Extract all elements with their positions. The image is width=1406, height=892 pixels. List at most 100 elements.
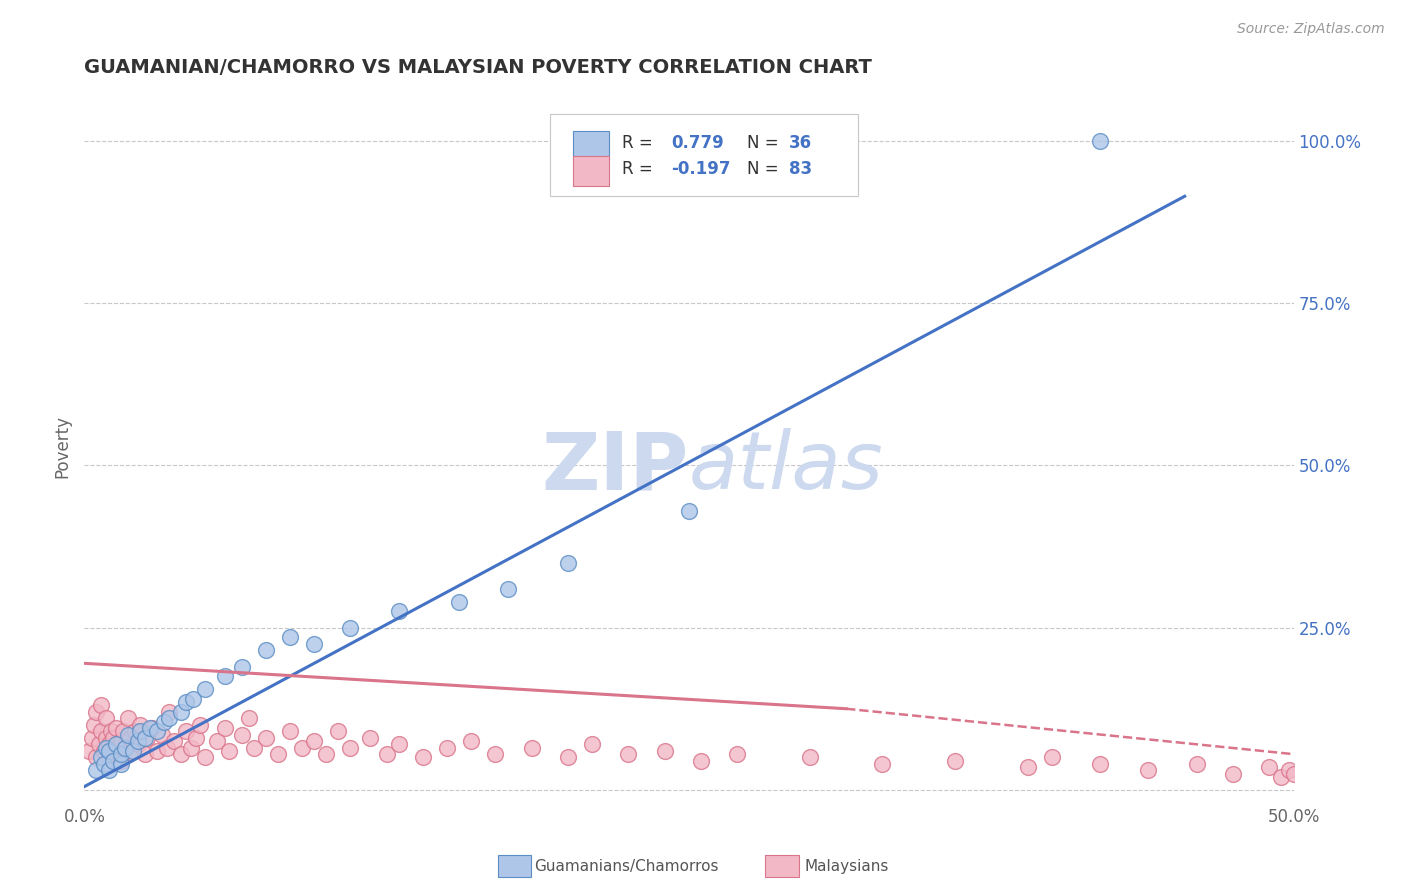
Point	[107, 740, 129, 755]
Point	[127, 738, 149, 752]
Point	[678, 504, 700, 518]
Point	[110, 756, 132, 771]
Point	[87, 738, 110, 752]
Point	[103, 747, 125, 761]
Point	[103, 731, 125, 745]
Point	[146, 724, 169, 739]
FancyBboxPatch shape	[572, 131, 609, 161]
Point	[231, 659, 253, 673]
Text: Source: ZipAtlas.com: Source: ZipAtlas.com	[1237, 22, 1385, 37]
Point	[339, 740, 361, 755]
Point	[1258, 760, 1281, 774]
Point	[94, 740, 117, 755]
Text: 36: 36	[789, 134, 813, 152]
Point	[254, 643, 277, 657]
Y-axis label: Poverty: Poverty	[53, 415, 72, 477]
Point	[278, 631, 301, 645]
Point	[302, 734, 325, 748]
Point	[110, 734, 132, 748]
Point	[146, 744, 169, 758]
Point	[138, 721, 160, 735]
Point	[86, 750, 108, 764]
Point	[120, 731, 142, 745]
Point	[388, 738, 411, 752]
Point	[124, 724, 146, 739]
Point	[155, 740, 177, 755]
Point	[1185, 756, 1208, 771]
Point	[1088, 756, 1111, 771]
Point	[153, 714, 176, 729]
Point	[194, 750, 217, 764]
Point	[207, 734, 229, 748]
Point	[97, 764, 120, 778]
Text: N =: N =	[747, 161, 785, 178]
Point	[121, 744, 143, 758]
Point	[557, 556, 579, 570]
Point	[94, 711, 117, 725]
Point	[339, 621, 361, 635]
Point	[690, 754, 713, 768]
FancyBboxPatch shape	[572, 156, 609, 186]
Point	[157, 705, 180, 719]
Point	[134, 731, 156, 745]
Point	[359, 731, 381, 745]
Point	[117, 711, 139, 725]
Point	[90, 750, 112, 764]
Text: ZIP: ZIP	[541, 428, 689, 507]
Point	[581, 738, 603, 752]
Point	[328, 724, 350, 739]
Point	[86, 705, 108, 719]
Point	[77, 744, 100, 758]
Text: Malaysians: Malaysians	[804, 859, 889, 873]
Point	[194, 682, 217, 697]
Point	[1222, 766, 1244, 780]
Point	[238, 711, 260, 725]
Point	[90, 724, 112, 739]
Point	[218, 744, 240, 758]
Point	[127, 734, 149, 748]
Text: 83: 83	[789, 161, 813, 178]
Point	[104, 738, 127, 752]
Point	[117, 728, 139, 742]
Point	[190, 718, 212, 732]
Text: R =: R =	[623, 134, 658, 152]
Point	[617, 747, 640, 761]
Point	[180, 740, 202, 755]
FancyBboxPatch shape	[550, 114, 858, 196]
Point	[291, 740, 314, 755]
Point	[214, 669, 236, 683]
Point	[302, 637, 325, 651]
Point	[157, 711, 180, 725]
Point	[163, 734, 186, 748]
Point	[136, 731, 159, 745]
Point	[214, 721, 236, 735]
Point	[181, 692, 204, 706]
Point	[97, 738, 120, 752]
Text: -0.197: -0.197	[671, 161, 730, 178]
Point	[112, 724, 135, 739]
Point	[110, 754, 132, 768]
Point	[94, 731, 117, 745]
Point	[388, 604, 411, 618]
Point	[104, 721, 127, 735]
Point	[174, 724, 197, 739]
Text: R =: R =	[623, 161, 658, 178]
Point	[97, 744, 120, 758]
Point	[129, 718, 152, 732]
Point	[254, 731, 277, 745]
Point	[375, 747, 398, 761]
Text: Guamanians/Chamorros: Guamanians/Chamorros	[534, 859, 718, 873]
Point	[654, 744, 676, 758]
Point	[83, 718, 105, 732]
Point	[174, 695, 197, 709]
Point	[460, 734, 482, 748]
Point	[93, 756, 115, 771]
Point	[1088, 134, 1111, 148]
Point	[121, 744, 143, 758]
Point	[100, 724, 122, 739]
Point	[86, 764, 108, 778]
Point	[93, 744, 115, 758]
Text: 0.779: 0.779	[671, 134, 724, 152]
Point	[267, 747, 290, 761]
Point	[103, 754, 125, 768]
